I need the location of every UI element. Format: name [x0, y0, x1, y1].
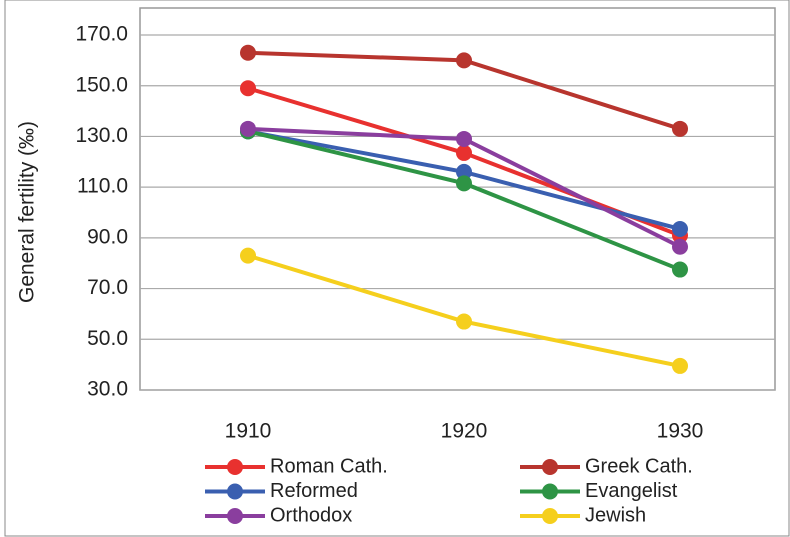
point	[456, 163, 472, 180]
legend-label: Reformed	[270, 480, 358, 502]
legend-label: Evangelist	[585, 480, 678, 502]
point	[456, 175, 472, 192]
y-tick-label: 150.0	[75, 73, 128, 96]
point	[456, 130, 472, 147]
point	[240, 80, 256, 97]
legend-marker	[542, 483, 558, 500]
legend-marker	[227, 483, 243, 500]
series-line	[247, 253, 681, 368]
y-axis-label: General fertility (‰)	[16, 121, 39, 303]
point	[672, 357, 688, 374]
y-tick-label: 110.0	[77, 175, 128, 198]
frame	[4, 0, 790, 537]
point	[456, 52, 472, 69]
point	[456, 144, 472, 161]
x-tick-label: 1930	[657, 420, 704, 443]
x-tick-label: 1910	[225, 420, 272, 443]
y-tick-label: 30.0	[87, 378, 128, 401]
point	[456, 313, 472, 330]
y-tick-label: 170.0	[75, 23, 128, 46]
point	[240, 44, 256, 61]
legend-marker	[542, 459, 558, 475]
point	[672, 220, 688, 237]
legend-label: Jewish	[585, 504, 646, 526]
point	[672, 238, 688, 255]
y-tick-label: 70.0	[87, 276, 128, 299]
point	[672, 120, 688, 137]
y-tick-label: 130.0	[75, 124, 128, 147]
legend-marker	[227, 508, 243, 524]
legend-label: Roman Cath.	[270, 455, 388, 477]
legend-marker	[542, 508, 558, 524]
legend-label: Orthodox	[270, 504, 352, 526]
x-tick-label: 1920	[441, 420, 488, 443]
plot-area	[139, 7, 776, 391]
point	[240, 247, 256, 264]
point	[672, 261, 688, 278]
y-tick-label: 90.0	[87, 225, 128, 248]
legend-marker	[227, 459, 243, 475]
point	[240, 120, 256, 137]
legend-label: Greek Cath.	[585, 455, 693, 477]
y-tick-label: 50.0	[87, 327, 128, 350]
